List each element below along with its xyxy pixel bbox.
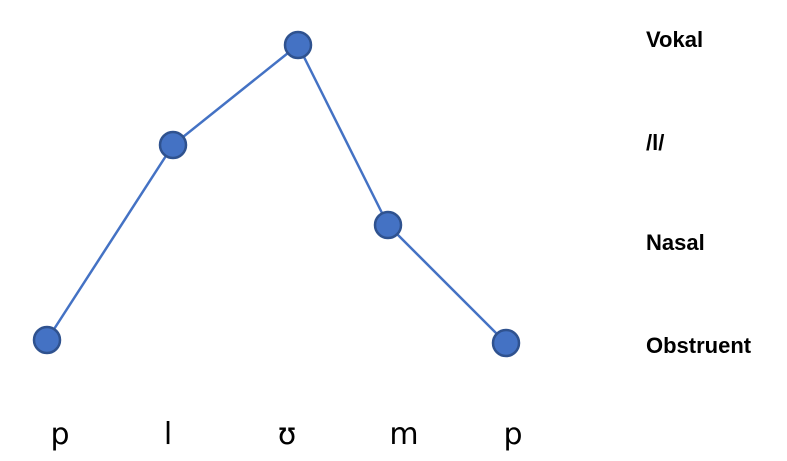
level-label-vokal: Vokal: [646, 27, 703, 52]
node-3: [283, 30, 313, 60]
link-4-5: [387, 224, 507, 344]
link-2-3: [172, 44, 299, 146]
node-2: [158, 130, 188, 160]
node-5: [491, 328, 521, 358]
segment-label-2: l: [164, 417, 172, 452]
level-label-l: /l/: [646, 130, 664, 155]
segment-label-4: m: [389, 417, 418, 452]
level-label-obstruent: Obstruent: [646, 333, 752, 358]
segment-label-5: p: [503, 417, 522, 452]
link-1-2: [45, 144, 175, 341]
node-1: [32, 325, 62, 355]
level-label-nasal: Nasal: [646, 230, 705, 255]
node-4: [373, 210, 403, 240]
sonority-nodes: [32, 30, 521, 358]
segment-label-3: ʊ: [278, 417, 297, 452]
segment-label-1: p: [50, 417, 69, 452]
level-labels: Vokal /l/ Nasal Obstruent: [646, 27, 752, 358]
segment-labels: p l ʊ m p: [50, 417, 522, 452]
link-3-4: [296, 44, 390, 226]
sonority-links: [45, 44, 507, 344]
